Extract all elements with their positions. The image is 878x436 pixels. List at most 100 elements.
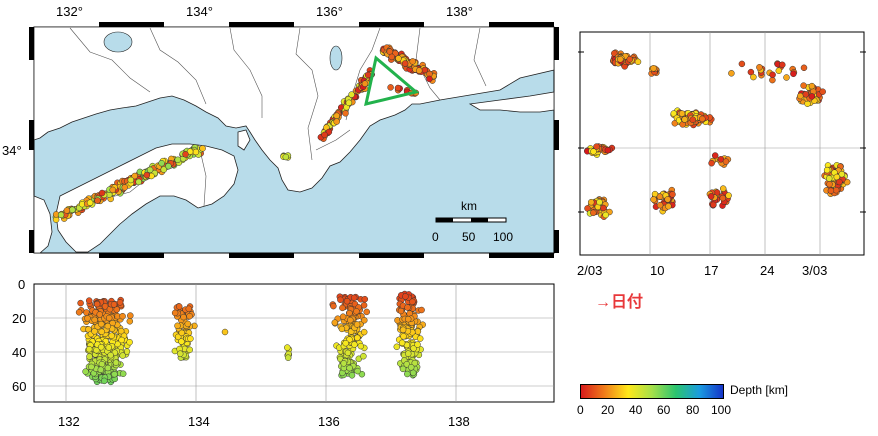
depth-point: [402, 293, 409, 300]
epicenter-point: [394, 84, 402, 92]
depth-point: [186, 346, 193, 354]
colorbar-tick-80: 80: [686, 403, 700, 417]
time-point: [656, 201, 664, 209]
epicenter-point: [321, 131, 328, 139]
frame-tick-left: [29, 120, 34, 150]
time-point: [827, 187, 835, 195]
depth-point: [187, 335, 194, 342]
epicenter-point: [426, 75, 433, 83]
time-point: [707, 193, 715, 200]
depth-point: [407, 364, 415, 371]
depth-point: [93, 300, 101, 308]
epicenter-point: [182, 151, 189, 158]
depth-point: [77, 299, 84, 307]
depth-point: [409, 369, 417, 377]
epicenter-point: [57, 211, 65, 219]
depth-point: [86, 353, 93, 360]
epicenter-point: [63, 207, 71, 214]
depth-point: [414, 341, 421, 348]
depth-point: [97, 366, 105, 373]
depth-point: [178, 338, 185, 345]
lon-tick-136: 136°: [316, 4, 343, 19]
epicenter-point: [348, 91, 355, 98]
time-point: [590, 209, 597, 217]
depth-point: [84, 315, 91, 322]
frame-tick-top: [99, 22, 164, 27]
epicenter-point: [94, 197, 101, 204]
scale-bar: [435, 217, 507, 223]
frame-tick-left: [29, 230, 34, 253]
depth-point: [339, 313, 347, 320]
depth-points: [75, 290, 426, 386]
time-tick-0203: 2/03: [577, 263, 603, 278]
time-point: [590, 148, 597, 155]
time-point: [825, 175, 833, 182]
section-lon-138: 138: [448, 414, 470, 429]
time-point: [664, 196, 671, 203]
epicenter-point: [109, 186, 116, 194]
depth-point: [360, 328, 368, 336]
colorbar-gradient: [580, 384, 724, 399]
time-point: [725, 192, 732, 199]
landmass-2: [33, 195, 53, 254]
depth-point: [119, 312, 126, 320]
epicenter-points: [52, 44, 438, 223]
time-point: [826, 180, 833, 188]
depth-point: [284, 354, 292, 361]
date-axis-note: →日付: [595, 294, 644, 311]
depth-point: [98, 320, 105, 328]
depth-point: [75, 309, 83, 316]
time-point: [670, 110, 678, 117]
frame-tick-bottom: [489, 253, 554, 258]
time-point: [669, 191, 676, 198]
colorbar-title: Depth [km]: [730, 383, 789, 397]
depth-point: [119, 370, 127, 377]
frame-tick-bottom: [359, 253, 424, 258]
depth-point: [353, 321, 361, 328]
time-tick-24: 24: [760, 263, 775, 278]
depth-point: [178, 329, 186, 337]
depth-point: [404, 304, 411, 311]
time-point: [711, 152, 719, 159]
depth-point: [85, 345, 93, 353]
time-point: [838, 170, 846, 178]
border-3: [295, 27, 319, 161]
depth-point: [118, 336, 125, 344]
time-point: [604, 146, 612, 154]
depth-point: [171, 309, 179, 317]
depth-point: [409, 298, 416, 306]
time-point: [775, 67, 783, 74]
depth-point: [363, 308, 370, 316]
depth-point: [112, 359, 120, 366]
lon-tick-132: 132°: [56, 4, 83, 19]
depth-point: [110, 301, 118, 308]
scale-bar-label-100: 100: [493, 230, 514, 244]
depth-point: [360, 302, 368, 309]
depth-point: [399, 365, 407, 373]
depth-point: [91, 328, 98, 335]
border-9: [315, 129, 351, 151]
depth-point: [82, 368, 89, 375]
epicenter-point: [98, 189, 106, 197]
epicenter-map: [29, 22, 559, 258]
depth-point: [117, 327, 125, 335]
depth-point: [350, 294, 358, 302]
depth-point: [105, 344, 113, 351]
time-point: [689, 116, 697, 123]
depth-point: [339, 304, 346, 312]
time-point: [708, 159, 715, 167]
depth-point: [354, 334, 361, 342]
frame-tick-right: [554, 230, 559, 253]
depth-point: [393, 343, 401, 351]
time-point: [728, 70, 735, 77]
time-point: [678, 110, 686, 117]
time-point: [750, 73, 757, 81]
time-point: [719, 194, 727, 202]
epicenter-point: [364, 71, 372, 79]
depth-point: [331, 319, 339, 326]
lon-tick-134: 134°: [186, 4, 213, 19]
depth-point: [347, 316, 354, 324]
time-point: [710, 201, 717, 209]
epicenter-point: [409, 58, 416, 65]
time-point: [650, 196, 657, 203]
